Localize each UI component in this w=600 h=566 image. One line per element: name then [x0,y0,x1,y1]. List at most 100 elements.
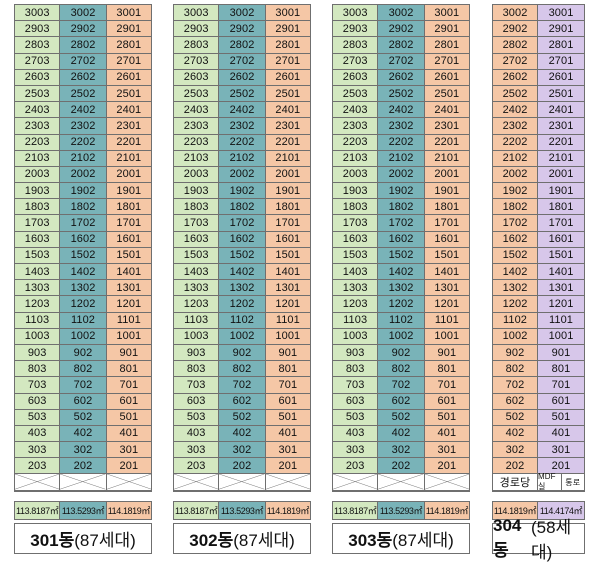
floor-row: 703 702 701 [15,377,152,394]
floor-row: 2603 2602 2601 [174,69,311,86]
floor-row: 2903 2902 2901 [174,21,311,38]
unit-cell: 1202 [60,296,107,313]
floor-row: 2403 2402 2401 [174,102,311,119]
floor-row: 2003 2002 2001 [15,166,152,184]
unit-cell: 803 [174,361,220,378]
unit-cell: 2003 [174,166,220,184]
floor-row: 1003 1002 1001 [15,328,152,345]
unit-cell: 1202 [493,296,539,313]
unit-cell: 2603 [333,69,379,86]
unit-cell: 1802 [219,199,266,216]
unit-cell: 1201 [265,296,311,313]
building-302: 3003 3002 3001 2903 2902 2901 2803 2802 2801 2703… [173,4,311,554]
unit-cell: 1502 [219,247,266,264]
floor-row: 2003 2002 2001 [333,166,470,184]
floor-row: 1703 1702 1701 [174,215,311,232]
unit-cell: 2501 [424,85,470,103]
unit-cell: 1403 [15,264,61,281]
floor-row: 603 602 601 [174,393,311,410]
floor-row: 1803 1802 1801 [15,199,152,216]
floor-row: 1503 1502 1501 [15,247,152,264]
unit-cell: 1901 [538,183,584,200]
unit-cell: 1703 [174,215,220,232]
unit-cell: 2703 [174,53,220,70]
unit-cell: 302 [219,442,266,459]
unit-cell: 3002 [493,5,539,22]
unit-cell: 802 [219,361,266,378]
unit-cell: 1403 [333,264,379,281]
unit-cell: 2203 [333,134,379,151]
floor-row: 2703 2702 2701 [15,53,152,70]
unit-cell: 1902 [378,183,425,200]
floor-row: 1303 1302 1301 [333,280,470,297]
ground-floor-row [174,474,311,491]
unit-area-label: 114.1819㎡ [424,501,470,519]
cross-mark [60,474,105,489]
unit-cell: 2901 [106,21,152,38]
unit-cell: 203 [333,458,379,475]
unit-cell: 2203 [15,134,61,151]
floor-row: 1002 1001 [493,328,584,345]
unit-cell: 2001 [265,166,311,184]
unit-cell: 1203 [174,296,220,313]
unit-cell: 701 [424,377,470,394]
unit-cell: 2602 [219,69,266,86]
unit-cell: 2302 [378,118,425,135]
unit-cell: 2503 [15,85,61,103]
unit-cell: 502 [219,409,266,426]
floor-row: 1903 1902 1901 [15,183,152,200]
floor-row: 703 702 701 [174,377,311,394]
floor-row: 2702 2701 [493,53,584,70]
unit-cell: 1501 [106,247,152,264]
unit-cell: 1501 [424,247,470,264]
floor-row: 2203 2202 2201 [174,134,311,151]
unit-cell: 701 [106,377,152,394]
unit-area-label: 114.1819㎡ [493,501,539,519]
floor-row: 1103 1102 1101 [15,312,152,329]
unit-cell: 501 [106,409,152,426]
unit-cell: 1002 [219,328,266,345]
unit-cell: 403 [15,425,61,443]
unit-cell: 603 [174,393,220,410]
floor-row: 2703 2702 2701 [333,53,470,70]
unit-cell: 1101 [424,312,470,329]
unit-cell: 2601 [265,69,311,86]
unit-cell: 301 [424,442,470,459]
unit-area-label: 113.5293㎡ [378,501,425,519]
floor-row: 1703 1702 1701 [15,215,152,232]
unit-cell: 1302 [378,280,425,297]
unit-cell: 1803 [15,199,61,216]
unit-cell: 1503 [15,247,61,264]
unit-cell: 902 [219,344,266,362]
unit-cell: 2703 [333,53,379,70]
unit-cell: 601 [424,393,470,410]
unit-cell: 3003 [333,5,379,22]
unit-cell: 3002 [378,5,425,22]
unit-cell: 703 [15,377,61,394]
floor-row: 603 602 601 [15,393,152,410]
unit-cell: 503 [333,409,379,426]
floor-row: 1203 1202 1201 [333,296,470,313]
unit-cell: 1402 [493,264,539,281]
unit-cell: 1002 [493,328,539,345]
unit-cell: 2803 [15,37,61,54]
unit-grid: 3003 3002 3001 2903 2902 2901 2803 2802 2801 2703… [173,4,311,492]
unit-cell: 603 [15,393,61,410]
unit-cell: 2702 [60,53,107,70]
unit-cell: 703 [174,377,220,394]
unit-cell: 3002 [219,5,266,22]
unit-cell: 801 [106,361,152,378]
unit-cell: 1803 [333,199,379,216]
floor-row: 403 402 401 [174,425,311,443]
unit-cell: 302 [60,442,107,459]
unit-cell: 2401 [106,102,152,119]
ground-facility-cell: MDF실 [538,472,562,491]
building-title: 301동 (87세대) [14,522,152,554]
unit-cell: 2501 [538,85,584,103]
unit-cell: 2102 [60,150,107,167]
floor-row: 1403 1402 1401 [174,264,311,281]
unit-cell: 1201 [106,296,152,313]
floor-row: 1003 1002 1001 [174,328,311,345]
floor-row: 1603 1602 1601 [15,231,152,248]
unit-cell: 603 [333,393,379,410]
